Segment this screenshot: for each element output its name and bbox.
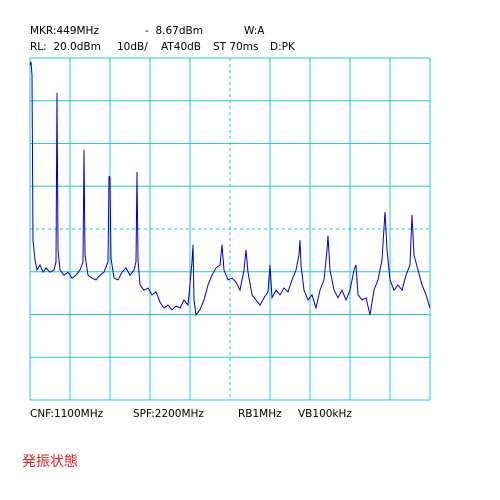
trace-mode: W:A [244,25,265,37]
span: SPF:2200MHz [133,408,204,420]
status-text: 発振状態 [22,454,78,470]
scale: 10dB/ [117,41,148,53]
center-freq: CNF:1100MHz [30,408,104,420]
trace [29,61,431,317]
marker-freq: MKR:449MHz [30,25,99,37]
sweep-time: ST 70ms [213,41,258,53]
rbw: RB1MHz [238,408,282,420]
marker-level: - 8.67dBm [145,25,203,37]
detector: D:PK [270,41,296,53]
ref-level: RL: 20.0dBm [30,41,101,53]
vbw: VB100kHz [298,408,352,420]
attenuation: AT40dB [161,41,201,53]
